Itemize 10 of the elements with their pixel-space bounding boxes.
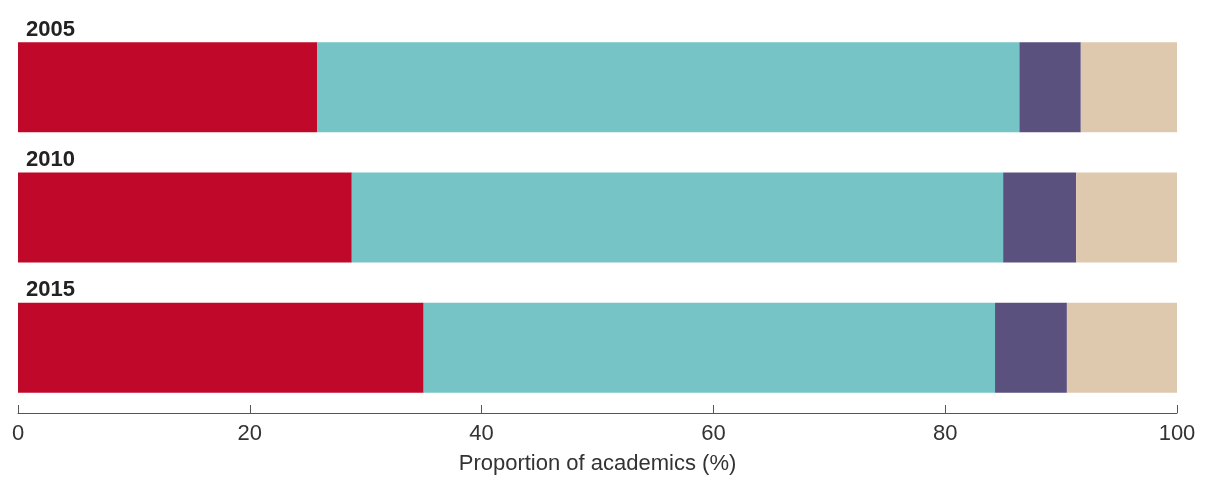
- x-tick-label: 100: [1158, 419, 1196, 445]
- x-tick-label: 20: [237, 419, 263, 445]
- x-tick-label: 80: [932, 419, 958, 445]
- x-tick-label: 0: [11, 419, 25, 445]
- x-tick-label: 60: [701, 419, 726, 445]
- y-tick-label: 2005: [26, 15, 75, 41]
- x-tick-label: 40: [469, 419, 494, 445]
- y-tick-label: 2015: [26, 276, 75, 302]
- x-axis-title: Proportion of academics (%): [458, 449, 737, 475]
- y-tick-label: 2010: [26, 146, 75, 171]
